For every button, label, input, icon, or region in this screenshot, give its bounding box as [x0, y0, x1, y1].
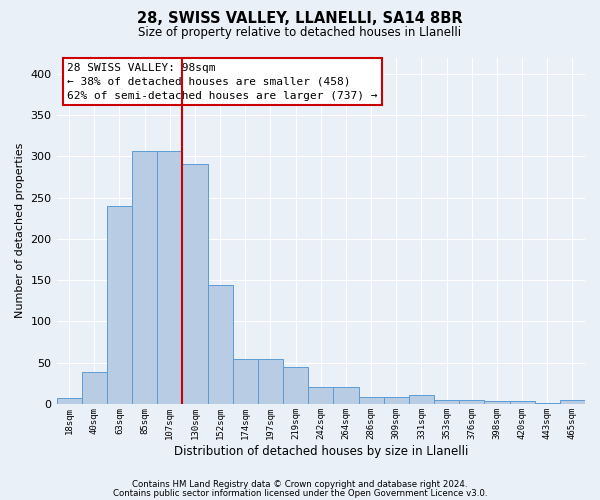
Text: Contains HM Land Registry data © Crown copyright and database right 2024.: Contains HM Land Registry data © Crown c… [132, 480, 468, 489]
Text: Contains public sector information licensed under the Open Government Licence v3: Contains public sector information licen… [113, 488, 487, 498]
Bar [233, 358, 258, 404]
Text: 28 SWISS VALLEY: 98sqm
← 38% of detached houses are smaller (458)
62% of semi-de: 28 SWISS VALLEY: 98sqm ← 38% of detached… [67, 62, 377, 100]
Bar [107, 206, 132, 404]
Bar [132, 150, 157, 404]
Bar [560, 400, 585, 404]
Bar [258, 358, 283, 404]
Bar [283, 367, 308, 404]
Y-axis label: Number of detached properties: Number of detached properties [15, 143, 25, 318]
Text: Size of property relative to detached houses in Llanelli: Size of property relative to detached ho… [139, 26, 461, 39]
Bar [434, 400, 459, 404]
X-axis label: Distribution of detached houses by size in Llanelli: Distribution of detached houses by size … [173, 444, 468, 458]
Bar [182, 164, 208, 404]
Bar [334, 386, 359, 404]
Text: 28, SWISS VALLEY, LLANELLI, SA14 8BR: 28, SWISS VALLEY, LLANELLI, SA14 8BR [137, 11, 463, 26]
Bar [359, 398, 383, 404]
Bar [535, 403, 560, 404]
Bar [409, 395, 434, 404]
Bar [484, 400, 509, 404]
Bar [157, 150, 182, 404]
Bar [509, 400, 535, 404]
Bar [208, 285, 233, 404]
Bar [383, 398, 409, 404]
Bar [308, 388, 334, 404]
Bar [56, 398, 82, 404]
Bar [82, 372, 107, 404]
Bar [459, 400, 484, 404]
